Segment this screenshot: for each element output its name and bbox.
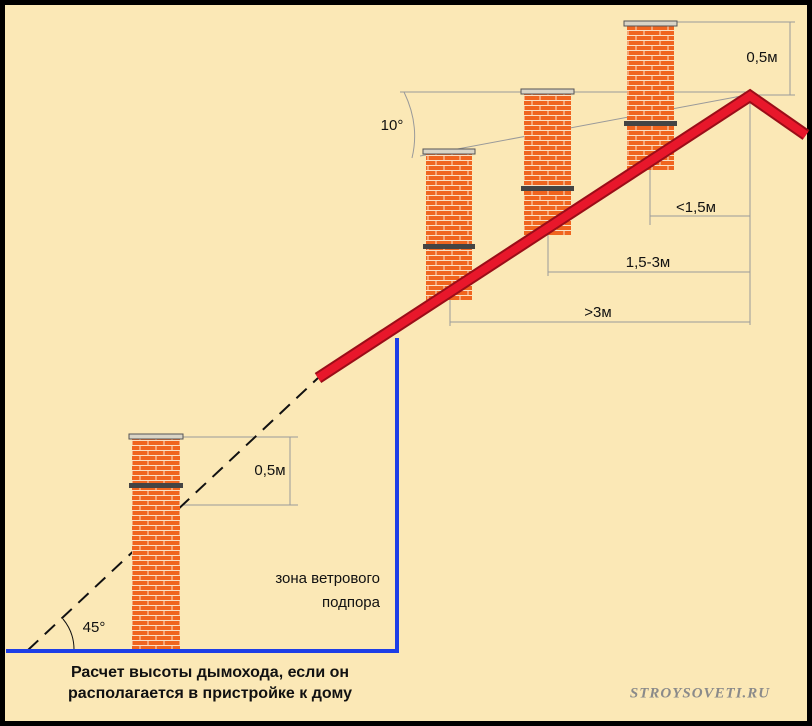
slope-line — [27, 377, 319, 651]
chimney — [128, 433, 184, 650]
dimension-label: 1,5-3м — [626, 254, 671, 271]
wall — [6, 338, 399, 653]
caption: располагается в пристройке к дому — [68, 685, 352, 702]
roof — [315, 91, 809, 382]
dimension-label: 0,5м — [746, 49, 777, 66]
dimension-label: 0,5м — [254, 462, 285, 479]
angle-label: 10° — [381, 117, 404, 134]
dimension-label: <1,5м — [676, 199, 716, 216]
dimension-label: >3м — [584, 304, 611, 321]
caption: Расчет высоты дымохода, если он — [71, 664, 349, 681]
background — [5, 5, 807, 721]
zone-label: зона ветрового — [275, 570, 380, 587]
zone-label: подпора — [322, 594, 381, 611]
dimension-lines — [62, 21, 795, 651]
watermark: STROYSOVETI.RU — [630, 685, 770, 701]
angle-label: 45° — [83, 619, 106, 636]
